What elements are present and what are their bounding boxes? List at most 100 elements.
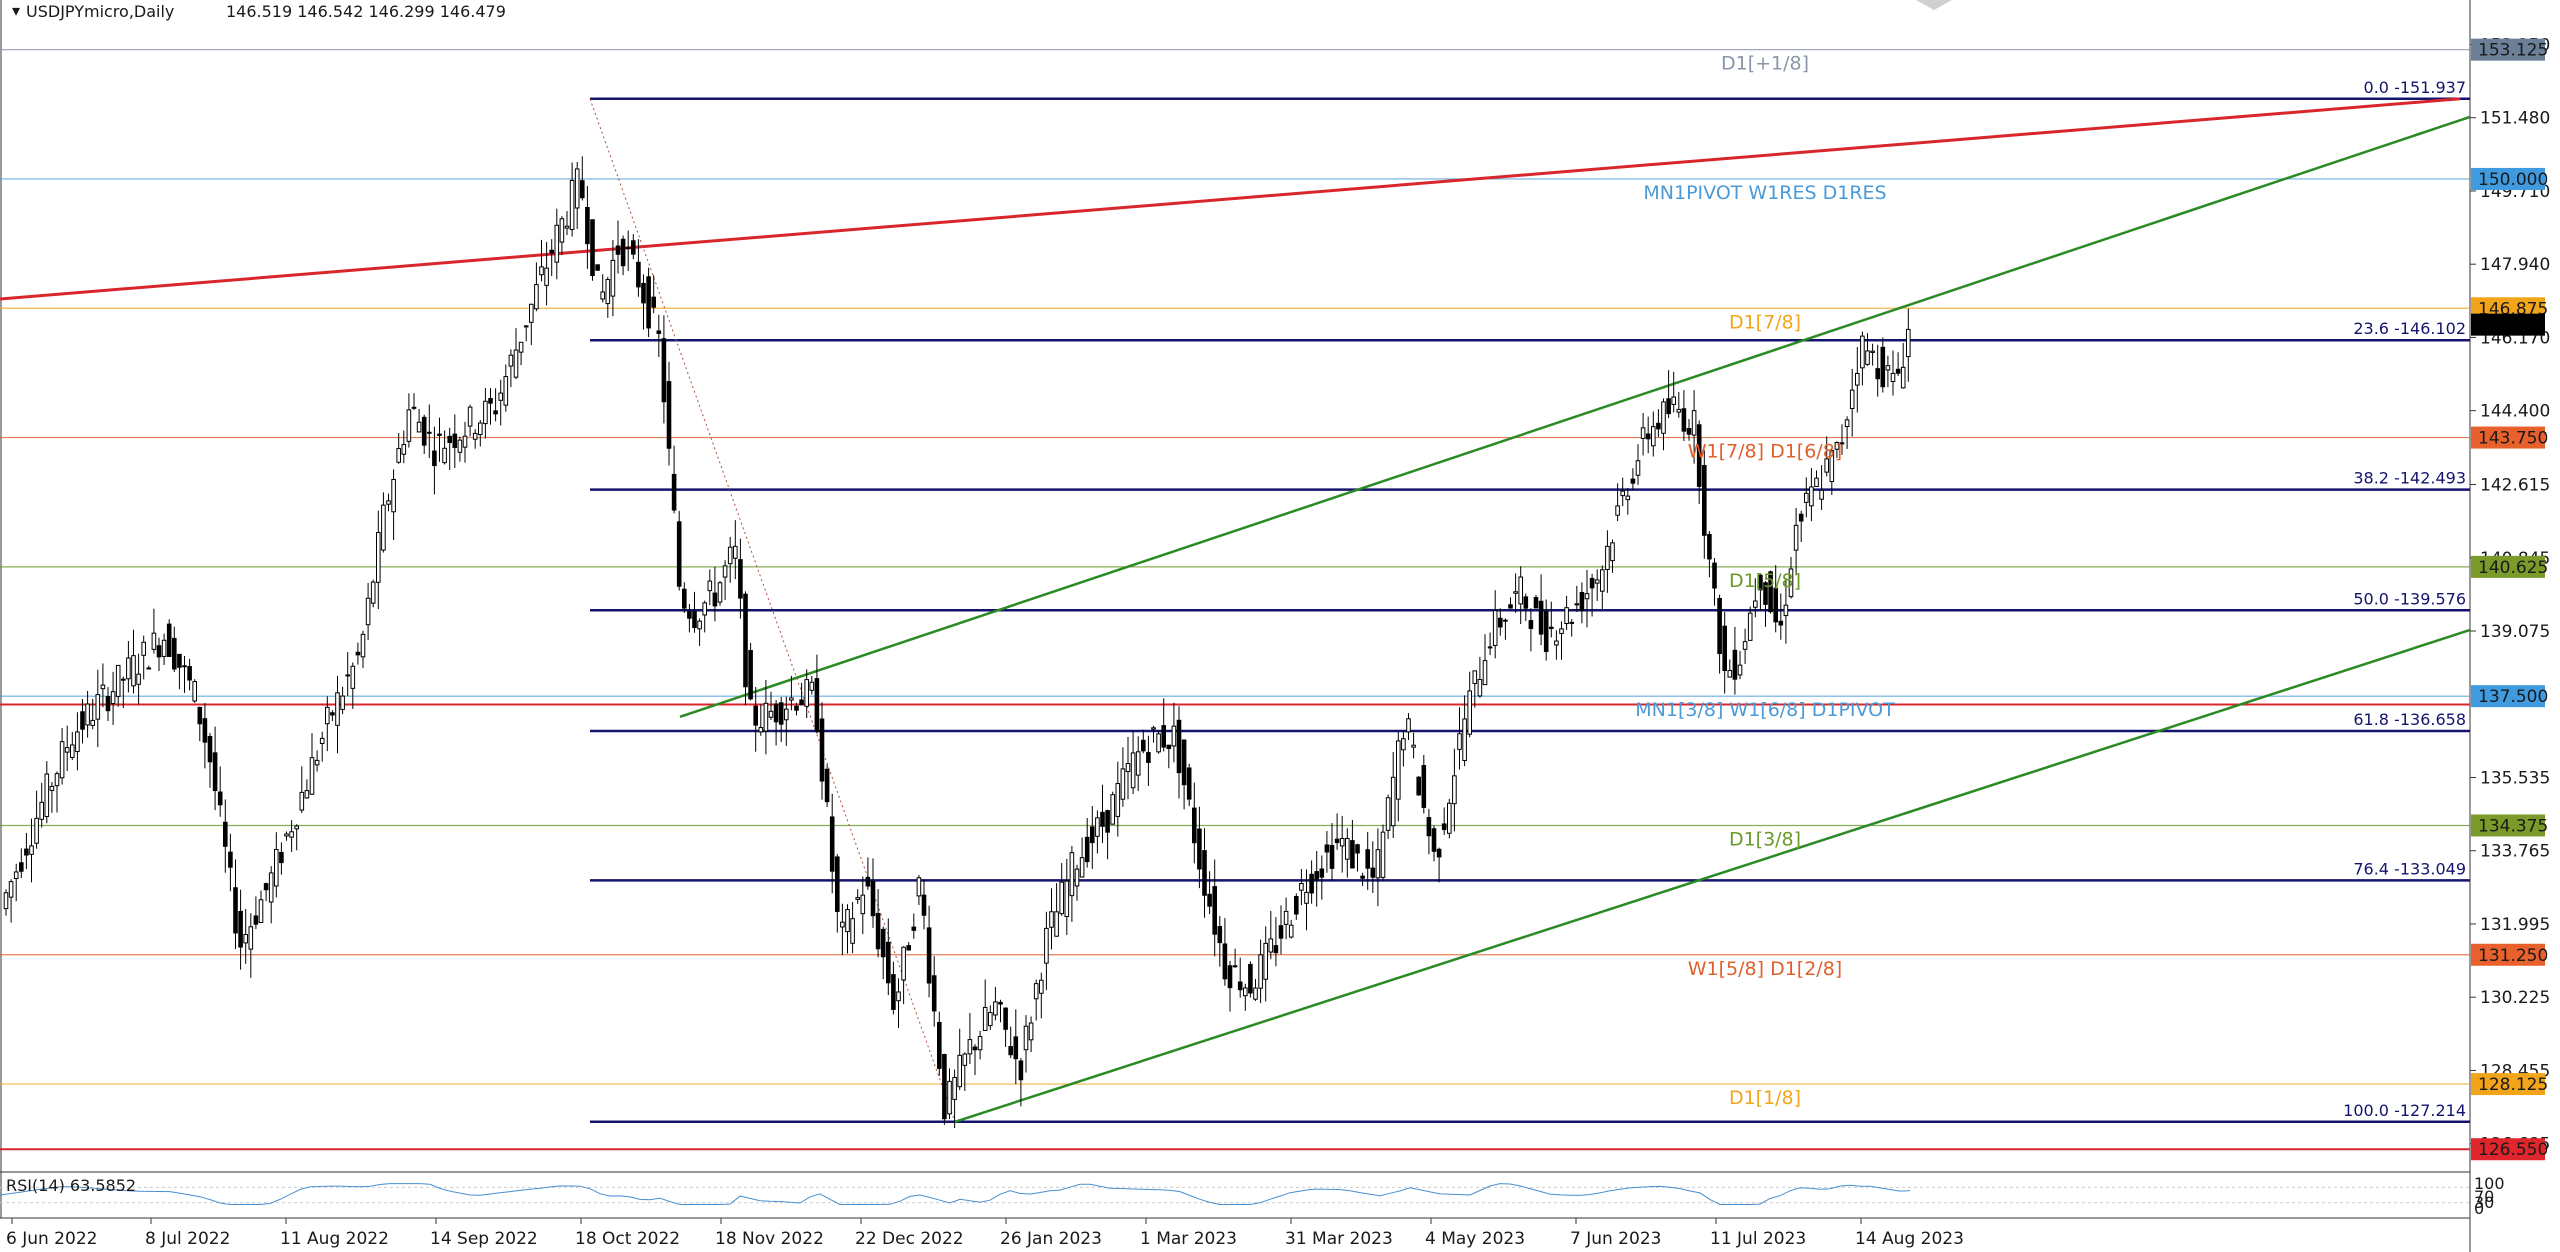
candle-body [1651,426,1656,447]
murrey-level-label: W1[5/8] D1[2/8] [1688,958,1842,980]
candle-body [1804,492,1809,503]
trend-lines [0,97,2471,1123]
candle-body [671,473,677,511]
price-tag-label: 137.500 [2478,687,2548,707]
candle-body [182,665,187,668]
x-tick-label: 8 Jul 2022 [145,1229,230,1249]
candle-body [809,681,815,691]
candle-body [166,623,172,658]
candle-body [1339,838,1345,847]
candle-body [1645,433,1651,440]
x-tick-label: 14 Sep 2022 [430,1229,538,1249]
candle-body [34,817,39,844]
candle-body [631,240,636,255]
x-tick-label: 4 May 2023 [1425,1229,1525,1249]
candle-body [279,851,284,864]
candle-body [1610,542,1615,562]
rsi-level-label: 0 [2474,1199,2484,1218]
candle-body [712,592,718,607]
candle-body [574,168,580,209]
x-tick-label: 22 Dec 2022 [855,1229,964,1249]
candle-body [75,731,80,753]
candle-body [1543,611,1549,653]
candle-body [325,706,330,725]
candle-body [1079,857,1085,878]
candle-body [804,679,810,707]
candle-body [1283,910,1289,925]
candle-body [1186,767,1192,800]
candle-body [24,848,29,856]
price-tag [2471,426,2545,449]
candle-body [1227,965,1233,989]
candle-body [1656,422,1661,430]
candle-body [1798,513,1804,522]
channel-lower-line [954,628,2471,1123]
candle-body [977,1036,983,1051]
candle-body [1360,875,1365,879]
candle-body [381,504,386,551]
y-tick-label: 147.940 [2480,255,2550,275]
candle-body [314,759,320,766]
candle-body [299,791,305,811]
candle-body [656,330,662,334]
candle-body [1630,478,1636,484]
candle-body [1324,844,1330,853]
candle-body [855,897,861,900]
candle-body [1508,604,1513,609]
candle-body [1355,844,1360,854]
candle-body [835,856,840,912]
candle-body [722,565,728,578]
candle-body [202,718,208,743]
candle-body [702,602,708,616]
candle-body [365,597,371,626]
candle-body [829,816,835,872]
x-tick-label: 26 Jan 2023 [1000,1229,1102,1249]
collapse-triangle-icon[interactable]: ▾ [12,1,20,20]
candle-body [1498,617,1503,628]
candle-body [727,546,733,565]
candle-body [1528,620,1534,629]
candle-body [396,448,401,463]
murrey-level-label: MN1PIVOT W1RES D1RES [1643,182,1886,204]
candle-body [217,791,223,806]
candle-body [39,801,45,820]
fibo-level-label: 61.8 -136.658 [2353,710,2466,729]
candles [3,156,1911,1129]
candle-body [544,267,549,286]
candle-body [1406,718,1411,733]
candle-body [1396,740,1401,800]
candle-body [90,719,96,726]
price-tag-label: 131.250 [2478,946,2548,966]
candle-body [1288,924,1294,938]
candle-body [1589,577,1595,589]
candle-body [880,928,886,958]
candle-body [1518,576,1524,605]
candle-body [1044,927,1049,964]
candle-body [957,1054,963,1088]
candle-body [916,877,922,897]
candle-body [1411,744,1416,748]
candle-body [1482,660,1488,686]
candle-body [483,400,488,425]
candle-body [1737,664,1743,676]
price-tag [2471,1073,2545,1096]
candle-body [1707,533,1712,560]
level-labels: 0.0 -151.937 23.6 -146.102 38.2 -142.493 50… [1635,53,2466,1120]
candle-body [1574,603,1580,606]
candle-body [1594,579,1600,584]
murrey-level-label: D1[7/8] [1729,311,1801,333]
candle-body [1013,1036,1019,1060]
chart-grid [0,0,2471,1252]
candle-body [136,673,141,685]
candle-body [998,1001,1003,1005]
candle-body [1860,335,1865,369]
candle-body [870,880,876,917]
y-tick-label: 151.480 [2480,109,2550,129]
candle-body [1125,763,1131,773]
candle-body [1273,945,1279,954]
candle-body [411,406,417,409]
candle-body [1503,619,1508,622]
scroll-marker-icon[interactable] [1916,0,1952,10]
candle-body [1212,886,1218,935]
